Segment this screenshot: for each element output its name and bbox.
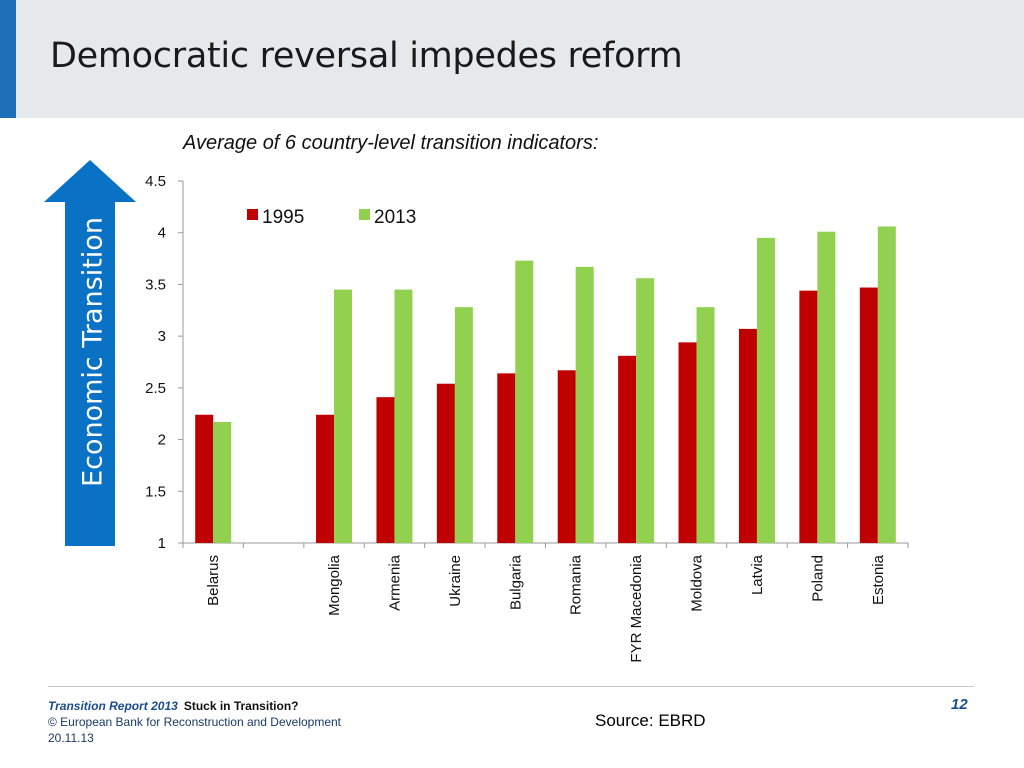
x-tick-label: Mongolia [326, 554, 343, 616]
bar-2013-romania [575, 266, 594, 543]
bar-2013-armenia [394, 289, 413, 543]
x-tick-label: Estonia [870, 554, 887, 605]
x-tick-label: Romania [568, 554, 585, 615]
legend-label-2013: 2013 [374, 207, 416, 228]
y-tick-label: 1 [158, 535, 166, 552]
legend-label-1995: 1995 [262, 207, 304, 228]
bar-1995-bulgaria [497, 373, 516, 543]
bar-1995-romania [557, 370, 576, 543]
bar-1995-ukraine [436, 383, 455, 543]
footer-divider [48, 686, 974, 687]
copyright-text: © European Bank for Reconstruction and D… [48, 715, 342, 729]
bar-chart: 1 1.5 2 2.5 3 3.5 4 4.5 Belarus Mongolia Armenia Uk… [145, 173, 909, 663]
x-tick-label: Moldova [689, 554, 706, 611]
y-tick-label: 3 [158, 328, 166, 345]
x-tick-label: Poland [809, 555, 826, 602]
bar-2013-belarus [213, 421, 232, 543]
source-value: EBRD [658, 711, 706, 730]
legend-swatch-1995 [247, 209, 258, 220]
y-tick-label: 4 [158, 225, 166, 242]
y-tick-label: 2.5 [145, 380, 166, 397]
bar-1995-belarus [195, 414, 214, 543]
up-arrow-icon [44, 160, 136, 546]
bar-1995-fyr-macedonia [618, 355, 637, 543]
bar-2013-fyr-macedonia [636, 278, 655, 543]
chart-subtitle: Average of 6 country-level transition in… [183, 132, 599, 154]
footer-date: 20.11.13 [48, 731, 94, 745]
bar-2013-bulgaria [515, 260, 534, 543]
footer-info: Transition Report 2013 Stuck in Transitio… [48, 698, 341, 746]
slide-header: Democratic reversal impedes reform [0, 0, 1024, 118]
bar-1995-latvia [738, 328, 757, 543]
bar-1995-mongolia [316, 414, 335, 543]
bar-2013-ukraine [454, 307, 473, 543]
x-tick-label: Bulgaria [507, 554, 524, 610]
bar-1995-poland [799, 290, 818, 543]
bar-1995-estonia [859, 287, 878, 543]
source-label: Source: [595, 711, 654, 730]
legend-swatch-2013 [359, 209, 370, 220]
bar-2013-mongolia [334, 289, 353, 543]
y-tick-label: 1.5 [145, 483, 166, 500]
page-number: 12 [951, 696, 968, 713]
x-tick-label: Belarus [205, 555, 222, 606]
x-tick-label: FYR Macedonia [628, 554, 645, 662]
bar-2013-moldova [696, 307, 715, 543]
x-tick-label: Latvia [749, 554, 766, 595]
bar-1995-moldova [678, 342, 697, 543]
source-note: Source: EBRD [595, 711, 706, 731]
bar-2013-poland [817, 231, 836, 543]
x-tick-label: Ukraine [447, 555, 464, 607]
report-subtitle: Stuck in Transition? [183, 699, 299, 713]
header-accent-bar [0, 0, 16, 118]
y-tick-label: 3.5 [145, 276, 166, 293]
x-tick-label: Armenia [386, 554, 403, 611]
y-tick-label: 2 [158, 432, 166, 449]
bar-1995-armenia [376, 397, 395, 543]
report-name: Transition Report 2013 [48, 699, 178, 713]
bar-2013-estonia [877, 226, 896, 543]
bar-2013-latvia [756, 237, 775, 543]
y-tick-label: 4.5 [145, 173, 166, 190]
slide-title: Democratic reversal impedes reform [50, 36, 683, 76]
